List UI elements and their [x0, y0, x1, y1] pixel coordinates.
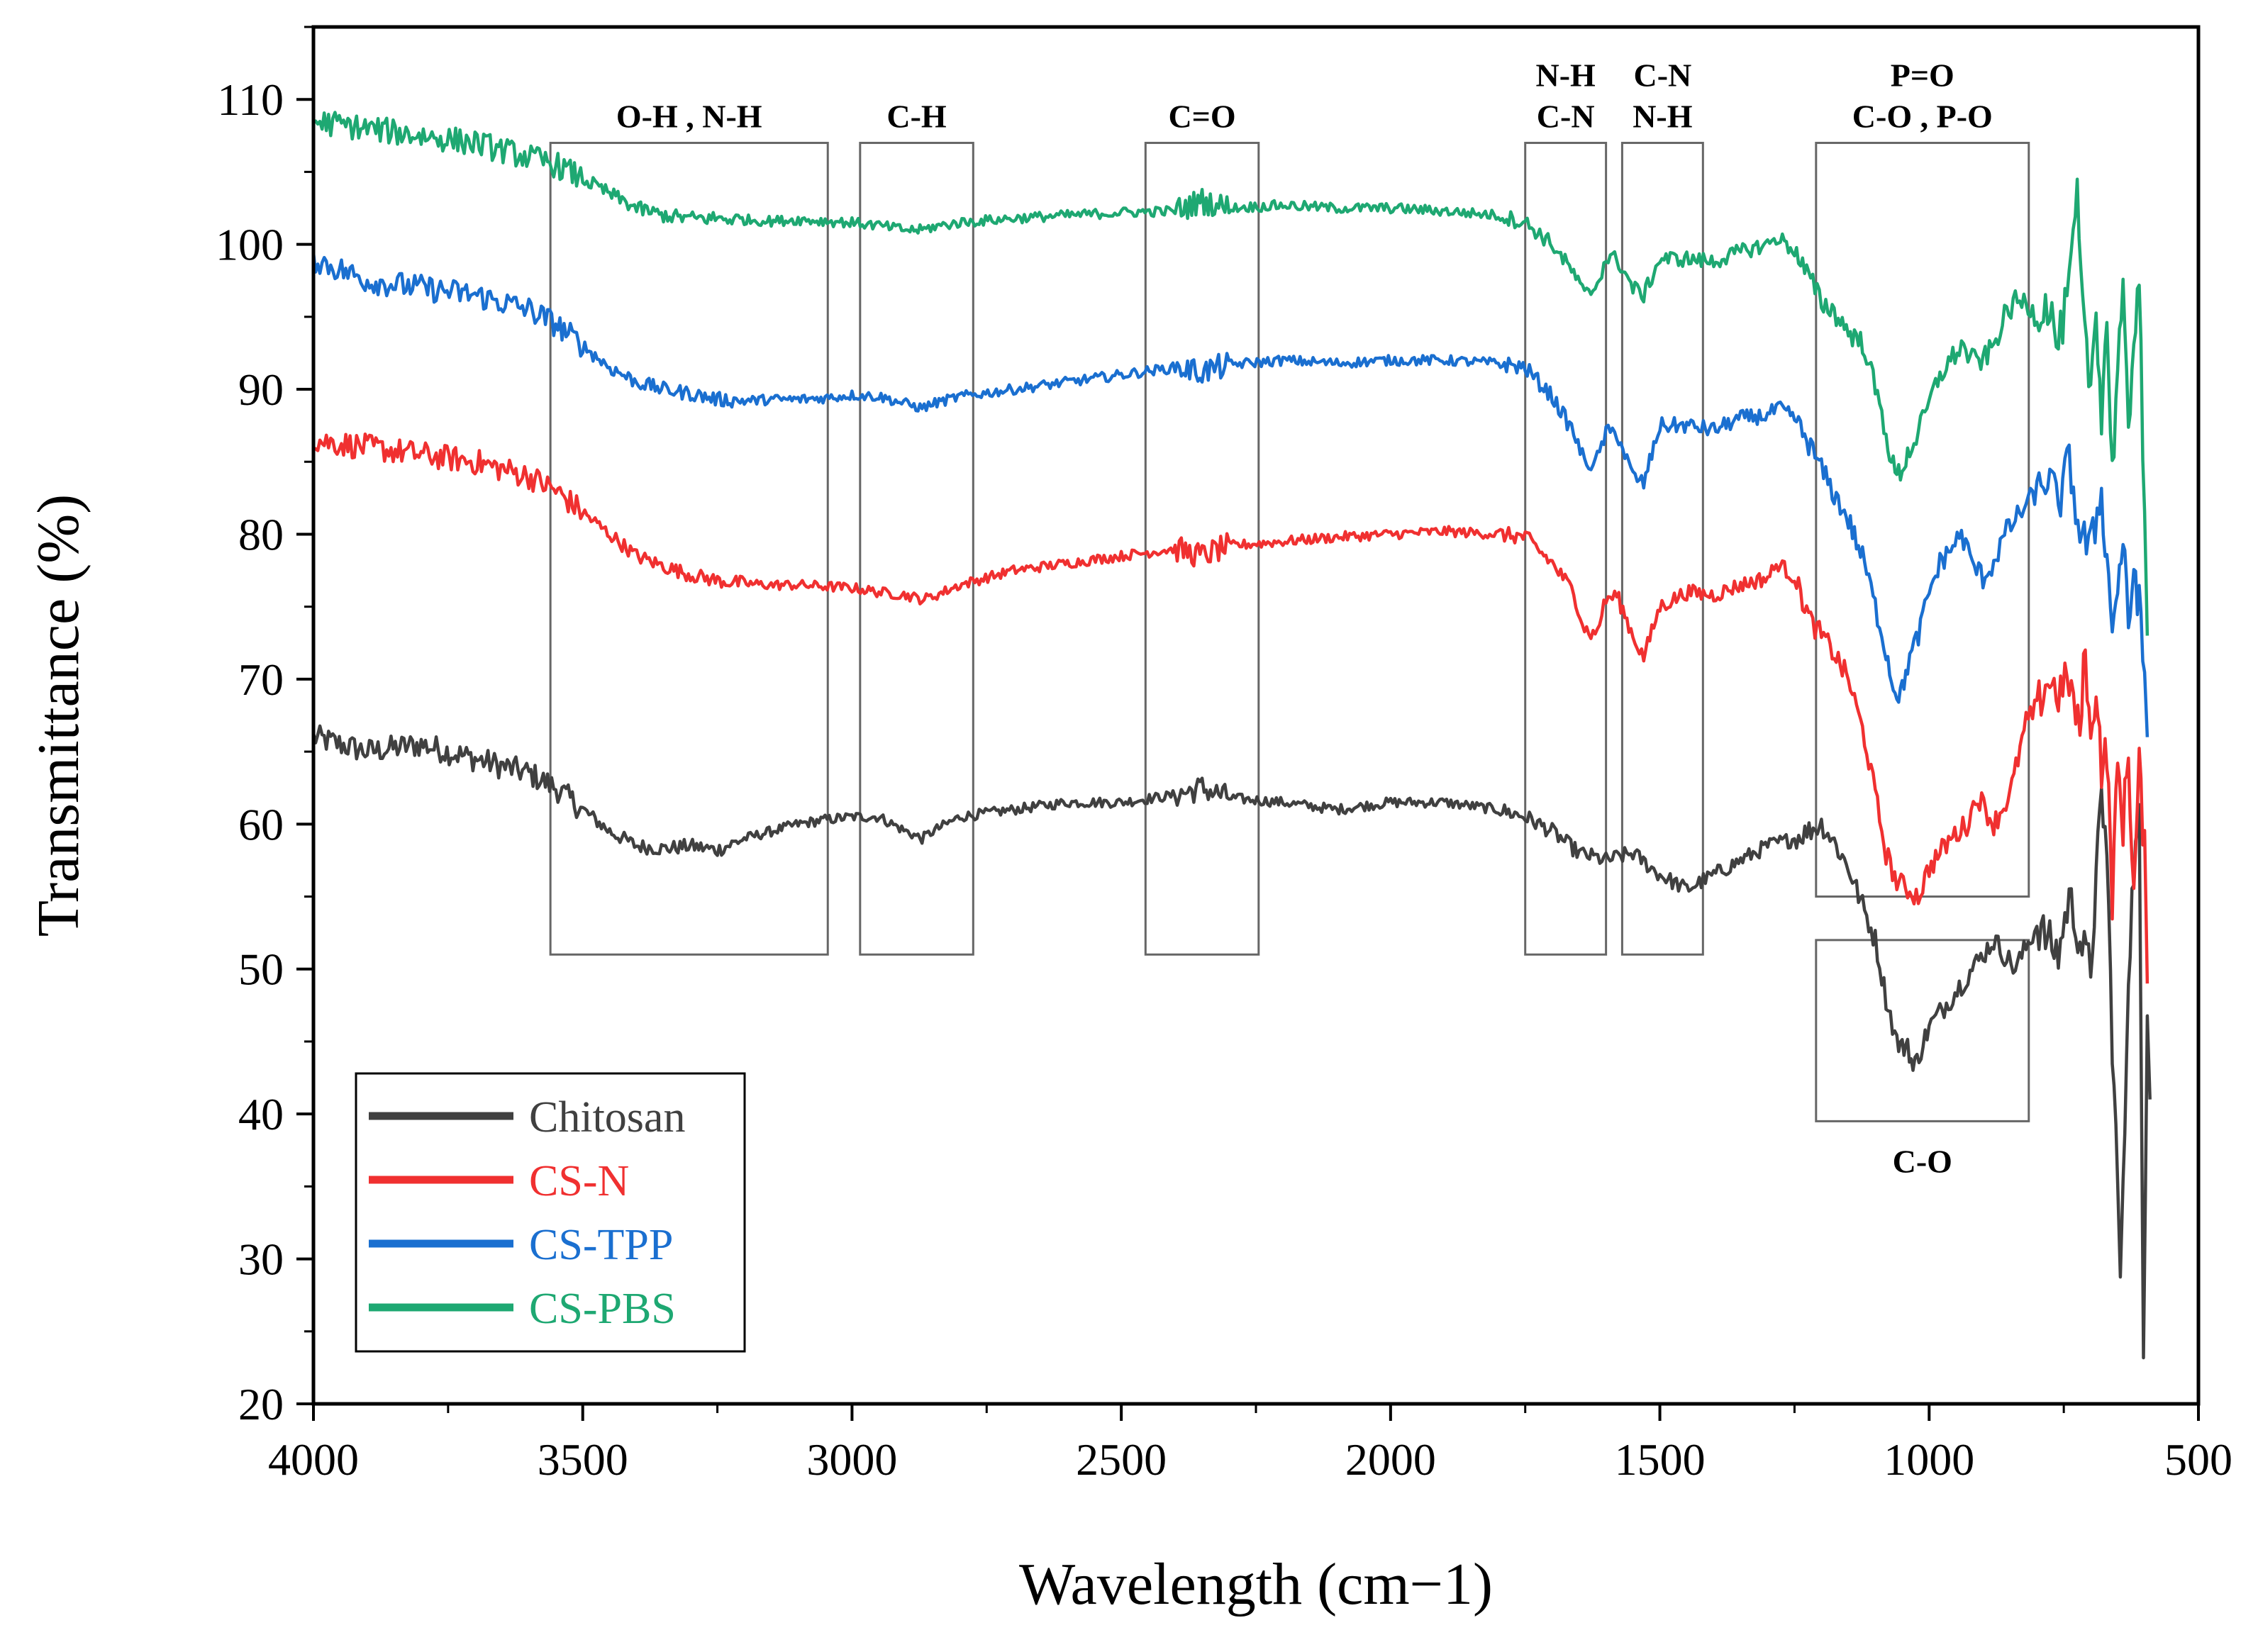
y-tick-label: 90	[238, 364, 284, 415]
y-tick-label: 110	[217, 74, 284, 125]
x-tick-label: 3000	[806, 1434, 897, 1485]
y-axis-title: Transmittance (%)	[26, 494, 91, 937]
y-tick-label: 50	[238, 944, 284, 995]
x-tick-label: 2000	[1345, 1434, 1436, 1485]
series-line-chitosan	[311, 724, 2152, 1360]
band-label: P=O	[1891, 57, 1954, 94]
x-tick-label: 1500	[1615, 1434, 1706, 1485]
legend-label: CS-PBS	[529, 1285, 676, 1333]
band-region-box	[859, 142, 974, 956]
band-region-box	[1620, 142, 1704, 956]
y-tick-label: 100	[216, 220, 284, 270]
band-region-box	[1815, 939, 2030, 1122]
y-tick-label: 60	[238, 799, 284, 849]
band-label: N-H	[1536, 57, 1596, 94]
y-tick-label: 30	[238, 1234, 284, 1285]
y-axis-ticks: 20 30 40 50 60 70 80 90 100 110	[216, 26, 313, 1429]
legend-label: CS-TPP	[529, 1221, 673, 1269]
legend-label: CS-N	[529, 1157, 629, 1205]
band-label: C-O	[1893, 1143, 1952, 1179]
band-region-box	[1524, 142, 1608, 956]
y-tick-label: 70	[238, 654, 284, 705]
legend: Chitosan CS-N CS-TPP CS-PBS	[355, 1072, 746, 1353]
band-label: C-H	[886, 99, 947, 135]
x-tick-label: 2500	[1076, 1434, 1167, 1485]
x-tick-label: 1000	[1884, 1434, 1974, 1485]
band-region-box	[1144, 142, 1260, 956]
series-line-cs-tpp	[311, 252, 2149, 737]
y-tick-label: 40	[238, 1089, 284, 1139]
y-tick-label: 80	[238, 509, 284, 559]
legend-label: Chitosan	[529, 1093, 685, 1142]
x-tick-label: 4000	[268, 1434, 359, 1485]
series-line-cs-n	[313, 432, 2149, 984]
x-tick-label: 3500	[538, 1434, 628, 1485]
band-label: C-N	[1537, 99, 1595, 135]
band-label: C=O	[1168, 99, 1235, 135]
series-lines	[311, 111, 2152, 1360]
series-line-cs-pbs	[312, 111, 2149, 636]
band-label: C-N	[1633, 57, 1691, 94]
y-tick-label: 20	[238, 1379, 284, 1429]
band-label: C-O , P-O	[1852, 99, 1993, 135]
band-label: N-H	[1633, 99, 1693, 135]
x-tick-label: 500	[2164, 1434, 2232, 1485]
band-region-box	[549, 142, 829, 956]
x-axis-ticks: 4000 3500 3000 2500 2000 1500 1000 500	[268, 1404, 2232, 1485]
band-label: O-H , N-H	[616, 99, 762, 135]
x-axis-title: Wavelength (cm−1)	[1019, 1551, 1493, 1617]
